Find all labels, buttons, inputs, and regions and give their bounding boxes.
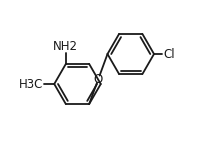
Text: H3C: H3C [19,78,43,90]
Text: Cl: Cl [163,48,175,60]
Text: NH2: NH2 [53,40,78,53]
Text: O: O [94,73,103,85]
